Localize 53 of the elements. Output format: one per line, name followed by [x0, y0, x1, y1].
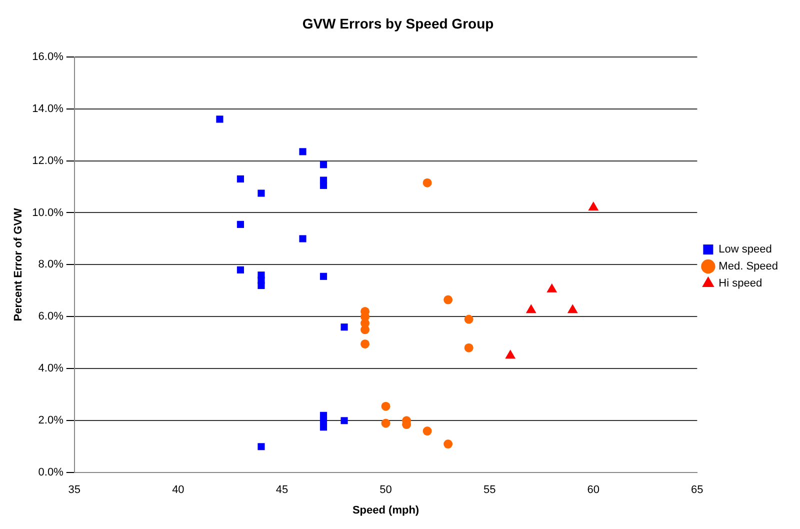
point: [258, 443, 265, 450]
point: [216, 116, 224, 123]
point: [360, 325, 370, 334]
point: [320, 161, 328, 168]
point: [422, 178, 432, 188]
point: [320, 417, 328, 424]
point: [526, 304, 536, 314]
legend-label: Hi speed: [718, 278, 762, 290]
y-tick-label: 12.0%: [32, 154, 64, 167]
legend-label: Med. Speed: [718, 260, 778, 273]
point: [320, 424, 328, 431]
point: [464, 343, 474, 352]
point: [381, 418, 390, 428]
x-tick-label: 65: [691, 484, 704, 496]
point: [320, 272, 328, 280]
point: [444, 295, 453, 304]
point: [567, 304, 578, 314]
x-tick-label: 55: [483, 484, 496, 496]
point: [588, 202, 599, 211]
x-tick-label: 35: [68, 484, 81, 496]
y-tick-label: 14.0%: [32, 102, 64, 115]
legend-label: Low speed: [718, 244, 772, 256]
y-tick-label: 16.0%: [32, 50, 64, 63]
point: [381, 402, 390, 411]
y-tick-label: 2.0%: [38, 414, 64, 427]
point: [258, 190, 265, 197]
x-tick-label: 40: [172, 484, 184, 496]
point: [444, 440, 453, 449]
x-tick-label: 50: [380, 484, 392, 496]
point: [546, 283, 558, 292]
chart-title: GVW Errors by Speed Group: [302, 15, 494, 32]
point: [299, 235, 306, 242]
y-axis-title: Percent Error of GVW: [12, 208, 25, 322]
point: [464, 314, 474, 324]
point: [340, 324, 348, 331]
x-tick-label: 45: [276, 484, 288, 496]
y-tick-label: 10.0%: [32, 206, 64, 219]
point: [299, 148, 306, 156]
y-tick-label: 0.0%: [38, 466, 64, 479]
point: [258, 282, 265, 290]
y-tick-label: 8.0%: [38, 258, 64, 271]
y-tick-label: 4.0%: [38, 362, 64, 375]
point: [360, 339, 370, 348]
x-tick-label: 60: [587, 484, 600, 496]
point: [236, 220, 244, 228]
point: [236, 175, 244, 182]
point: [236, 266, 244, 274]
x-axis-title: Speed (mph): [352, 504, 420, 516]
point: [505, 350, 516, 359]
point: [422, 426, 432, 436]
y-tick-label: 6.0%: [38, 310, 64, 323]
point: [340, 417, 348, 424]
point: [320, 182, 328, 189]
